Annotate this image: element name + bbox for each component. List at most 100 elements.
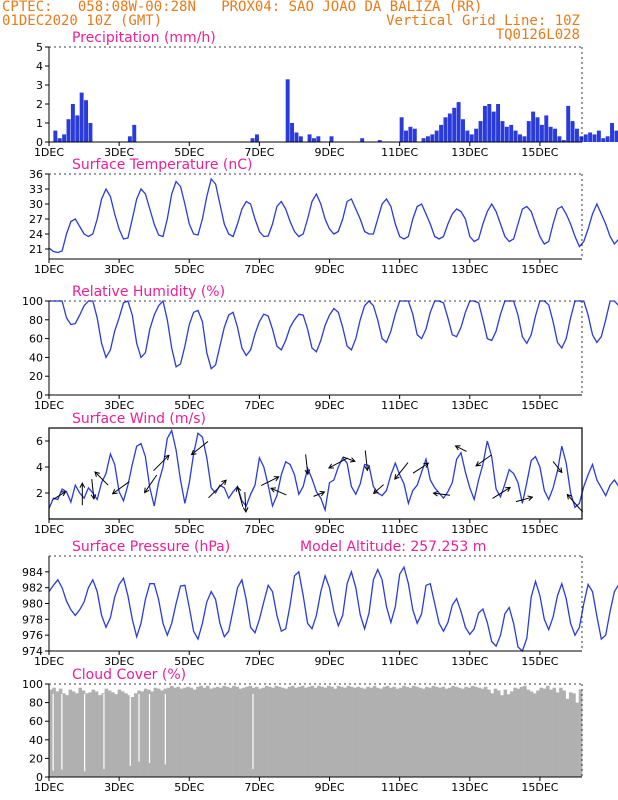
cloud-bar xyxy=(480,688,485,777)
cloud-title: Cloud Cover (%) xyxy=(72,667,186,683)
precip-bar xyxy=(66,119,71,142)
cloud-bar xyxy=(323,687,328,777)
cloud-bar xyxy=(506,694,511,777)
pres-title: Surface Pressure (hPa) xyxy=(72,539,230,555)
pres-x-tick-label: 3DEC xyxy=(104,655,134,668)
cloud-bar xyxy=(503,689,508,777)
wind-x-tick-label: 9DEC xyxy=(314,523,344,536)
precip-bar xyxy=(522,136,527,142)
precip-bar xyxy=(588,132,593,142)
cloud-bar xyxy=(287,686,292,777)
wind-title: Surface Wind (m/s) xyxy=(72,411,206,427)
pres-x-tick-label: 11DEC xyxy=(381,655,418,668)
cloud-bar xyxy=(572,693,576,777)
precip-x-tick-label: 9DEC xyxy=(314,146,344,159)
wind-arrow-head xyxy=(90,494,97,500)
cloud-bar xyxy=(385,685,390,777)
cloud-bar xyxy=(575,702,580,777)
cloud-bar xyxy=(398,687,403,777)
cloud-bar xyxy=(134,693,138,777)
temp-y-tick-label: 33 xyxy=(29,183,43,196)
temp-y-tick-label: 30 xyxy=(29,198,43,211)
cloud-bar xyxy=(78,687,82,777)
temp-x-tick-label: 13DEC xyxy=(451,263,488,276)
wind-arrow-head xyxy=(454,445,461,451)
cloud-bar xyxy=(431,685,436,777)
cloud-bar xyxy=(470,685,475,777)
wind-arrow-head xyxy=(270,487,277,493)
wind-arrow-head xyxy=(423,462,430,468)
precip-bar xyxy=(70,104,75,142)
cloud-bar xyxy=(91,689,96,777)
pres-y-tick-label: 974 xyxy=(22,645,43,658)
cloud-bar xyxy=(55,691,60,777)
cloud-gap xyxy=(61,694,63,770)
temp-x-tick-label: 3DEC xyxy=(104,263,134,276)
wind-arrow-head xyxy=(349,457,356,463)
wind-arrow xyxy=(112,481,130,495)
temp-title: Surface Temperature (nC) xyxy=(72,157,253,173)
cloud-bar xyxy=(52,687,56,777)
cloud-bar xyxy=(349,686,354,777)
pres-x-tick-label: 1DEC xyxy=(34,655,64,668)
pres-x-tick-label: 15DEC xyxy=(521,655,558,668)
cloud-bar xyxy=(196,686,200,777)
header-grid-note: Vertical Grid Line: 10Z xyxy=(386,13,580,29)
cloud-bar xyxy=(447,687,452,777)
cloud-bar xyxy=(516,688,521,777)
precip-bar xyxy=(579,136,584,142)
wind-arrow xyxy=(94,471,109,486)
precip-bar xyxy=(425,136,430,142)
temp-x-tick-label: 5DEC xyxy=(174,263,204,276)
cloud-bar xyxy=(362,688,367,777)
cloud-bar xyxy=(310,685,315,777)
precip-bar xyxy=(88,123,93,142)
precip-bar xyxy=(610,123,614,142)
precip-bar xyxy=(614,130,618,142)
cloud-bar xyxy=(101,693,105,777)
temp-x-tick-label: 15DEC xyxy=(521,263,558,276)
precip-bar xyxy=(478,121,483,142)
cloud-bar xyxy=(382,686,387,777)
cloud-bar xyxy=(389,687,393,777)
precip-bar xyxy=(404,130,408,142)
precip-bar xyxy=(601,138,606,142)
wind-arrow xyxy=(191,441,209,455)
precip-bar xyxy=(298,136,303,142)
cloud-bar xyxy=(451,685,455,777)
cloud-bar xyxy=(268,686,272,777)
cloud-bar xyxy=(477,687,481,777)
cloud-gap xyxy=(103,694,105,769)
wind-arrow xyxy=(260,476,279,487)
temp-series-line xyxy=(48,177,618,254)
rh-title: Relative Humidity (%) xyxy=(72,284,225,300)
precip-bar xyxy=(535,117,540,142)
temp-x-tick-label: 11DEC xyxy=(381,263,418,276)
cloud-x-tick-label: 9DEC xyxy=(314,781,344,794)
cloud-y-tick-label: 40 xyxy=(29,734,43,747)
rh-series-line xyxy=(49,299,618,370)
cloud-bar xyxy=(526,689,530,777)
precip-bar xyxy=(561,140,566,142)
pres-y-tick-label: 978 xyxy=(22,613,43,626)
cloud-gap xyxy=(252,694,254,769)
precip-bar xyxy=(57,138,62,142)
cloud-bar xyxy=(408,687,413,777)
cloud-bar xyxy=(140,691,145,777)
cloud-bar xyxy=(343,687,347,777)
precip-bar xyxy=(290,123,295,142)
cloud-bar xyxy=(189,687,194,777)
cloud-gap xyxy=(148,694,151,763)
wind-arrow-head xyxy=(242,507,249,513)
precip-bar xyxy=(526,121,531,142)
cloud-bar xyxy=(68,689,73,777)
cloud-bar xyxy=(261,687,266,777)
precip-bar xyxy=(285,79,290,142)
wind-x-tick-label: 15DEC xyxy=(521,523,558,536)
cloud-bar xyxy=(147,689,151,777)
cloud-bar xyxy=(94,691,99,777)
rh-y-tick-label: 80 xyxy=(29,314,43,327)
cloud-bar xyxy=(215,686,220,777)
cloud-bar xyxy=(496,690,501,777)
cloud-bar xyxy=(98,695,102,777)
